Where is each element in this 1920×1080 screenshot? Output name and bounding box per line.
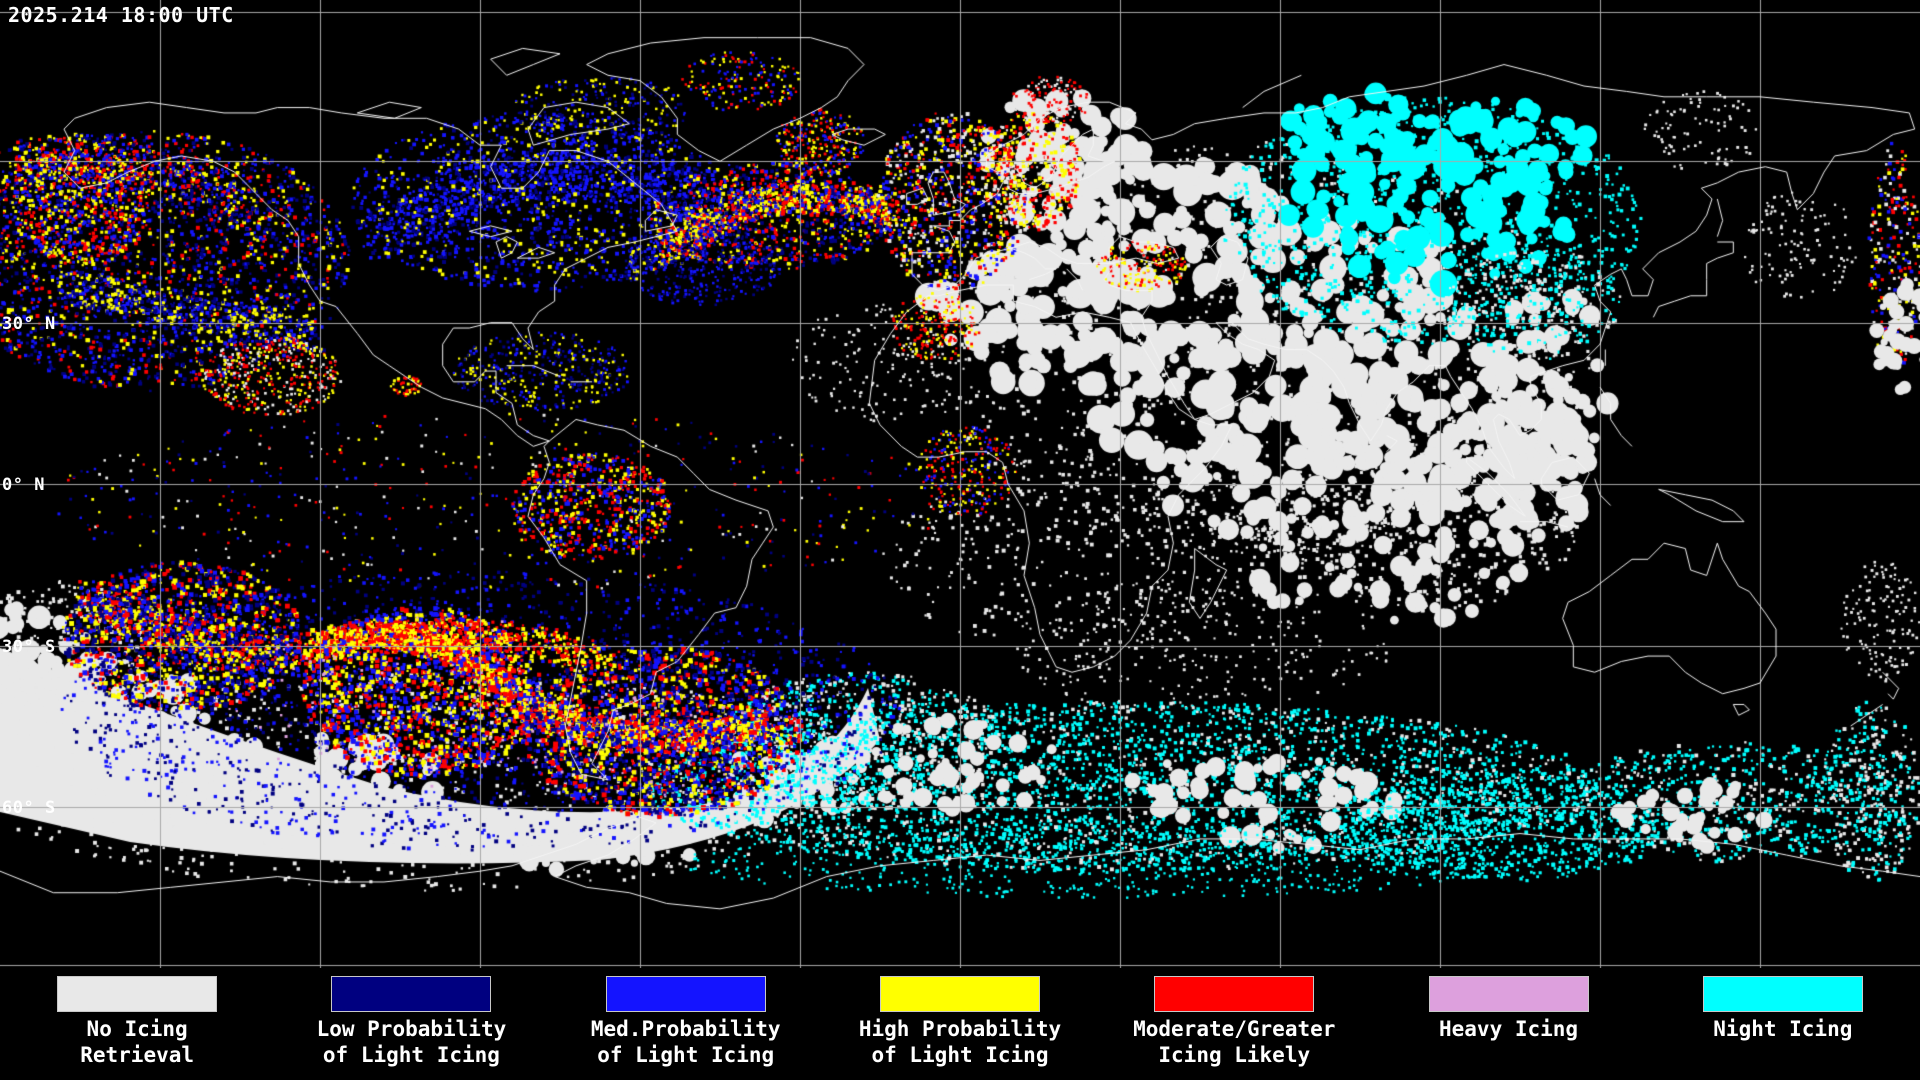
lat-label-60s: 60° S <box>2 798 56 818</box>
legend-label-line: Low Probability <box>316 1017 507 1041</box>
moderate-greater-label: Moderate/Greater Icing Likely <box>1133 1016 1335 1068</box>
legend-label-line: of Light Icing <box>322 1043 500 1067</box>
lat-label-0n: 0° N <box>2 475 45 495</box>
no-icing-retrieval-label: No Icing Retrieval <box>80 1016 194 1068</box>
legend-label-line: of Light Icing <box>597 1043 775 1067</box>
legend-item-heavy-icing: Heavy Icing <box>1371 968 1645 1080</box>
med-probability-label: Med.Probability of Light Icing <box>591 1016 781 1068</box>
timestamp: 2025.214 18:00 UTC <box>8 3 234 27</box>
legend: No Icing Retrieval Low Probability of Li… <box>0 968 1920 1080</box>
night-icing-swatch <box>1702 976 1863 1012</box>
med-probability-swatch <box>605 976 766 1012</box>
legend-item-low-probability: Low Probability of Light Icing <box>274 968 548 1080</box>
legend-label-line: of Light Icing <box>871 1043 1049 1067</box>
heavy-icing-label: Heavy Icing <box>1439 1016 1578 1042</box>
legend-item-no-icing-retrieval: No Icing Retrieval <box>0 968 274 1080</box>
world-map-canvas <box>0 0 1920 968</box>
moderate-greater-swatch <box>1154 976 1315 1012</box>
night-icing-label: Night Icing <box>1713 1016 1852 1042</box>
lat-label-30s: 30° S <box>2 637 56 657</box>
legend-label-line: No Icing <box>86 1017 188 1041</box>
legend-label-line: Med.Probability <box>590 1017 781 1041</box>
low-probability-swatch <box>331 976 492 1012</box>
legend-item-med-probability: Med.Probability of Light Icing <box>549 968 823 1080</box>
legend-label-line: Night Icing <box>1713 1017 1853 1041</box>
heavy-icing-swatch <box>1428 976 1589 1012</box>
no-icing-retrieval-swatch <box>57 976 218 1012</box>
legend-item-moderate-greater: Moderate/Greater Icing Likely <box>1097 968 1371 1080</box>
legend-item-night-icing: Night Icing <box>1646 968 1920 1080</box>
low-probability-label: Low Probability of Light Icing <box>317 1016 507 1068</box>
legend-label-line: Heavy Icing <box>1439 1017 1579 1041</box>
high-probability-label: High Probability of Light Icing <box>859 1016 1061 1068</box>
legend-label-line: Moderate/Greater <box>1133 1017 1336 1041</box>
lat-label-30n: 30° N <box>2 314 56 334</box>
legend-label-line: High Probability <box>858 1017 1062 1041</box>
legend-item-high-probability: High Probability of Light Icing <box>823 968 1097 1080</box>
legend-label-line: Retrieval <box>80 1043 195 1067</box>
legend-label-line: Icing Likely <box>1158 1043 1311 1067</box>
high-probability-swatch <box>879 976 1040 1012</box>
